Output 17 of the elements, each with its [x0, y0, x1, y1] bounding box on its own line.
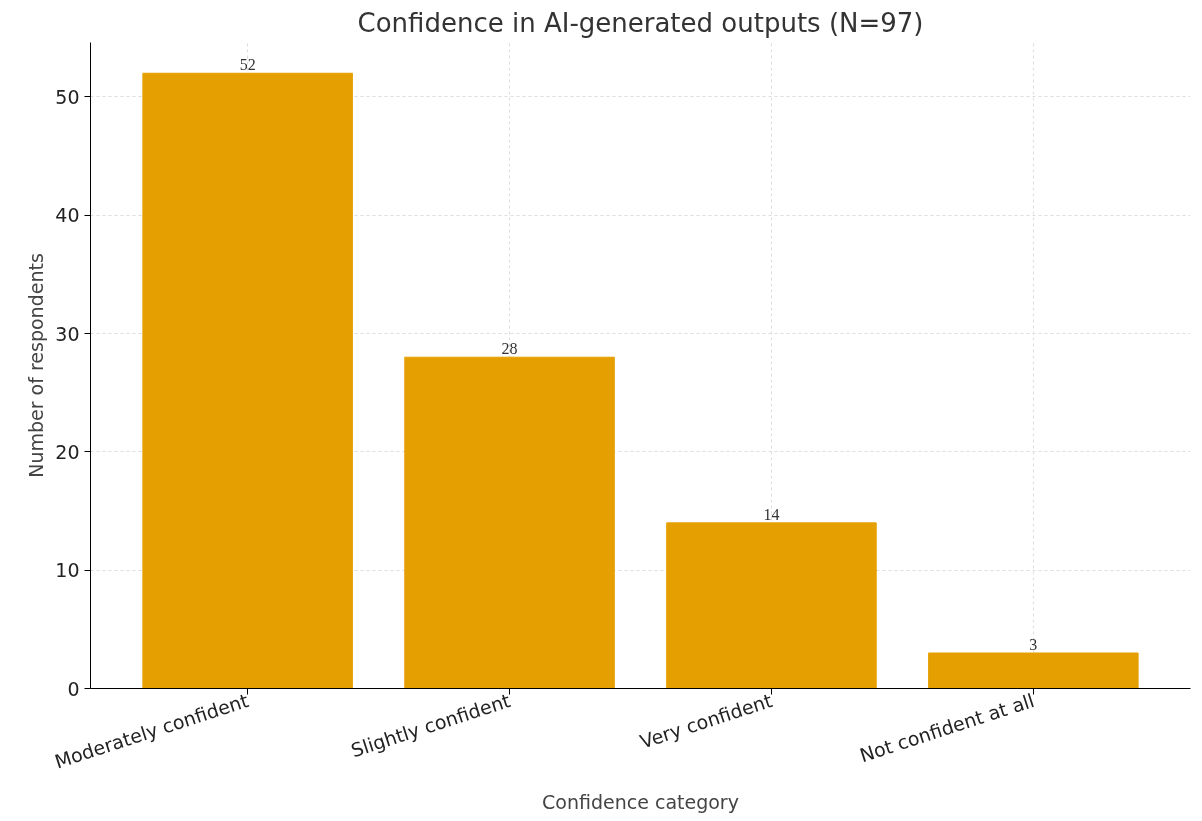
y-tick-label: 10 [55, 559, 80, 582]
data-label: 3 [1029, 636, 1038, 654]
data-label: 28 [501, 340, 518, 358]
y-tick-label: 50 [55, 85, 80, 108]
y-tick-label: 0 [67, 677, 80, 700]
data-label: 52 [239, 56, 256, 74]
bar [666, 522, 877, 689]
y-tick-label: 20 [55, 440, 80, 463]
bar [928, 652, 1139, 689]
y-tick-label: 30 [55, 322, 80, 345]
chart-title: Confidence in AI-generated outputs (N=97) [357, 7, 924, 38]
data-label: 14 [763, 505, 780, 523]
y-tick-label: 40 [55, 204, 80, 227]
x-axis-title: Confidence category [542, 790, 739, 813]
y-axis-title: Number of respondents [25, 253, 48, 478]
bar [142, 72, 353, 689]
bar [404, 356, 615, 689]
